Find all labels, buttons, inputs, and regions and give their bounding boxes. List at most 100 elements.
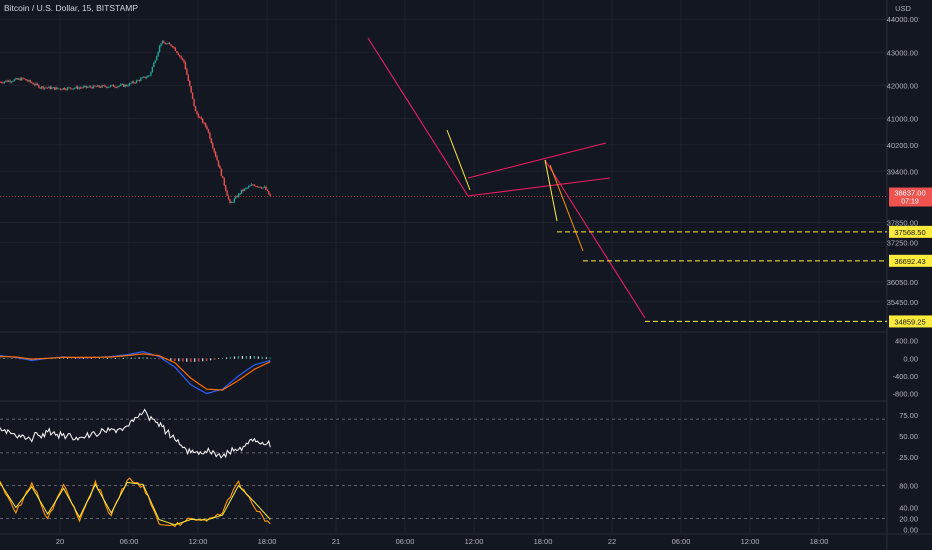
- candle-body: [29, 80, 31, 83]
- macd-histogram-bar: [94, 358, 96, 359]
- candle-body: [237, 193, 240, 198]
- x-tick-label: 12:00: [741, 537, 760, 546]
- macd-histogram-bar: [3, 358, 5, 359]
- macd-histogram-bar: [70, 358, 73, 359]
- candle-body: [105, 86, 108, 88]
- candle-body: [15, 78, 17, 80]
- candle-body: [216, 156, 218, 161]
- candle-body: [157, 51, 159, 57]
- candle-body: [69, 87, 72, 89]
- candle-body: [213, 147, 215, 152]
- macd-histogram-bar: [174, 358, 176, 361]
- candle-body: [128, 83, 131, 86]
- trend-line: [544, 159, 646, 319]
- candle-body: [9, 80, 11, 82]
- price-tick-label: 41000.00: [887, 114, 918, 123]
- candle-body: [183, 59, 185, 63]
- candle-body: [252, 184, 254, 186]
- candle-body: [118, 85, 121, 87]
- candle-body: [204, 122, 207, 127]
- candle-body: [92, 85, 95, 89]
- candle-body: [19, 78, 21, 81]
- candle-body: [26, 80, 29, 82]
- macd-tick-label: 0.00: [903, 354, 918, 363]
- price-tick-label: 37250.00: [887, 238, 918, 247]
- x-tick-label: 18:00: [534, 537, 553, 546]
- macd-histogram-bar: [142, 357, 144, 359]
- macd-histogram-bar: [110, 358, 112, 359]
- macd-histogram-bar: [198, 358, 200, 362]
- macd-histogram-bar: [102, 358, 104, 359]
- candle-body: [72, 88, 75, 90]
- candle-body: [131, 81, 133, 84]
- candle-body: [223, 178, 225, 186]
- candle-body: [151, 66, 154, 72]
- candle-body: [255, 185, 257, 187]
- symbol-title: Bitcoin / U.S. Dollar, 15, BITSTAMP: [4, 3, 138, 13]
- macd-histogram-bar: [74, 358, 77, 359]
- candle-body: [5, 80, 7, 82]
- candle-body: [206, 126, 208, 130]
- candle-body: [265, 186, 267, 191]
- candle-body: [174, 47, 177, 52]
- macd-histogram-bar: [237, 356, 240, 359]
- candle-body: [226, 190, 228, 196]
- candle-body: [229, 199, 231, 204]
- stoch-tick-label: 0.00: [903, 525, 918, 534]
- candle-body: [125, 84, 128, 87]
- x-tick-label: 06:00: [672, 537, 691, 546]
- candle-body: [262, 187, 264, 189]
- candle-body: [148, 75, 151, 77]
- candle-body: [177, 52, 179, 56]
- macd-panel: [0, 351, 271, 395]
- macd-histogram-bar: [210, 358, 212, 361]
- candle-body: [49, 86, 52, 89]
- macd-histogram-bar: [214, 358, 216, 360]
- candle-body: [220, 168, 223, 177]
- currency-label: USD: [895, 4, 911, 13]
- candle-body: [79, 87, 82, 89]
- candle-body: [171, 46, 174, 47]
- candle-body: [247, 186, 250, 188]
- candle-body: [141, 77, 144, 79]
- candle-body: [88, 86, 90, 88]
- projection-line: [446, 129, 471, 191]
- candle-body: [58, 88, 60, 90]
- candle-body: [124, 84, 126, 87]
- price-tick-label: 39400.00: [887, 167, 918, 176]
- macd-histogram-bar: [178, 358, 180, 362]
- candle-body: [201, 118, 204, 123]
- candle-body: [0, 82, 3, 83]
- macd-histogram-bar: [7, 358, 9, 359]
- candle-body: [99, 86, 102, 88]
- candle-body: [249, 185, 251, 187]
- candle-body: [121, 84, 123, 86]
- macd-histogram-bar: [154, 358, 156, 359]
- candle-body: [145, 77, 148, 79]
- target-level-label: 36692.43: [894, 257, 925, 266]
- candle-body: [258, 186, 260, 188]
- x-tick-label: 12:00: [189, 537, 208, 546]
- price-tick-label: 40200.00: [887, 141, 918, 150]
- macd-histogram-bar: [186, 358, 188, 362]
- projection-line: [544, 159, 558, 222]
- candle-body: [61, 89, 63, 91]
- candle-body: [95, 86, 98, 88]
- candle-body: [120, 84, 122, 86]
- candle-body: [74, 88, 76, 89]
- candle-body: [166, 43, 168, 45]
- countdown-label: 07:19: [901, 199, 919, 206]
- candle-body: [97, 85, 99, 87]
- macd-histogram-bar: [257, 356, 259, 359]
- last-price-badge: [889, 187, 932, 207]
- trend-line: [367, 37, 469, 197]
- rsi-tick-label: 75.00: [899, 411, 918, 420]
- rsi-tick-label: 25.00: [899, 453, 918, 462]
- candle-body: [23, 78, 26, 80]
- macd-histogram-bar: [221, 357, 224, 359]
- candle-body: [193, 98, 195, 107]
- macd-histogram-bar: [146, 357, 148, 359]
- last-price-label: 38637.00: [894, 189, 925, 198]
- macd-histogram-bar: [86, 358, 89, 359]
